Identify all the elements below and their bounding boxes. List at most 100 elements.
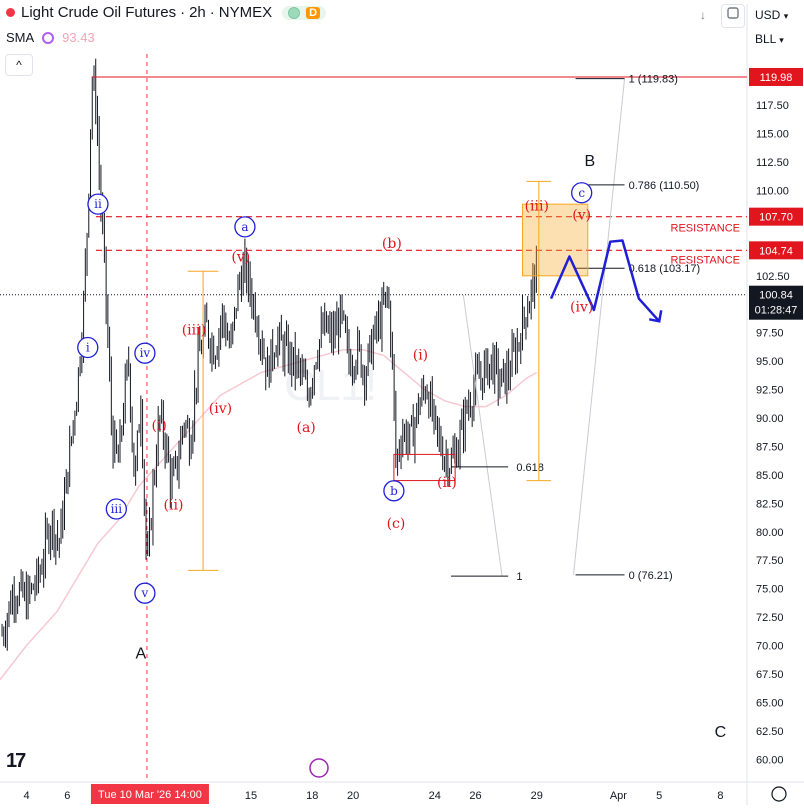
wave-label-black: C (715, 724, 727, 741)
price-tick-label: 112.50 (756, 157, 789, 169)
settings-gear-icon (771, 786, 787, 802)
wave-label-black: A (135, 645, 146, 662)
download-icon[interactable]: ↓ (692, 4, 714, 26)
price-axis-tag-label: 119.98 (760, 72, 793, 84)
wave-label-red: (ii) (437, 475, 457, 491)
price-tick-label: 77.50 (756, 555, 784, 567)
wave-label-red: (iii) (182, 322, 206, 338)
wave-label-blue: iv (140, 346, 151, 360)
fib-level-label: 0 (76.21) (629, 570, 673, 582)
time-tick-label: 6 (64, 790, 70, 802)
wave-label-blue: iii (111, 502, 123, 516)
interval: 2h (189, 4, 206, 21)
last-price-tag (749, 285, 803, 320)
price-tick-label: 65.00 (756, 697, 784, 709)
wave-label-red: (v) (231, 250, 250, 266)
wave-label-red: (i) (413, 347, 428, 363)
price-tick-label: 92.50 (756, 385, 784, 397)
wave-label-blue: b (390, 484, 398, 498)
wave-label-red: (iii) (525, 198, 549, 214)
price-axis-tag-label: 107.70 (759, 212, 793, 224)
price-tick-label: 67.50 (756, 669, 784, 681)
time-tick-label: 15 (245, 790, 257, 802)
chevron-down-icon: ▾ (783, 11, 789, 21)
symbol-title[interactable]: Light Crude Oil Futures · 2h · NYMEX D (6, 4, 327, 21)
data-badges[interactable]: D (282, 5, 327, 20)
wave-label-blue: c (578, 186, 585, 200)
sma-label: SMA (6, 30, 35, 45)
price-tick-label: 117.50 (756, 100, 789, 112)
replay-icon (309, 758, 329, 778)
fullscreen-icon (727, 7, 739, 19)
wave-label-circle (383, 480, 405, 502)
wave-label-red: (iv) (570, 300, 593, 316)
wave-label-circle (571, 182, 593, 204)
wave-label-circle (234, 216, 256, 238)
time-tick-label: 5 (656, 790, 662, 802)
price-tick-label: 75.00 (756, 584, 784, 596)
wave-label-blue: v (141, 586, 149, 600)
wave-label-red: (c) (387, 516, 406, 532)
last-price-label: 100.84 (759, 290, 793, 302)
wave-label-red: (ii) (164, 498, 184, 514)
price-tick-label: 60.00 (756, 754, 784, 766)
fib-right-trendline (573, 78, 626, 575)
chevron-down-icon: ▾ (779, 35, 784, 45)
wave-label-red: (i) (151, 418, 166, 434)
symbol-name: Light Crude Oil Futures (21, 4, 177, 21)
crosshair-date-box (90, 784, 209, 804)
support-zone-box (393, 453, 456, 482)
time-tick-label: 29 (531, 790, 543, 802)
indicator-settings-icon[interactable] (42, 31, 55, 44)
resistance-label: RESISTANCE (671, 254, 740, 266)
price-tick-label: 97.50 (756, 328, 784, 340)
crosshair-date-label: Tue 10 Mar '26 14:00 (98, 789, 202, 801)
wave-label-circle (87, 193, 109, 215)
price-axis-tag-label: 104.74 (759, 245, 793, 257)
fib-level-label: 1 (516, 571, 522, 583)
unit-select[interactable]: BLL ▾ (755, 32, 784, 46)
wave-label-circle (134, 582, 156, 604)
wave-label-black: B (585, 153, 596, 170)
price-axis-tag (749, 241, 803, 260)
sma-line (0, 349, 538, 681)
forecast-arrow-head (648, 310, 663, 323)
fib-level-label: 0.786 (110.50) (629, 180, 700, 192)
price-tick-label: 90.00 (756, 413, 784, 425)
time-tick-label: 20 (347, 790, 359, 802)
price-tick-label: 115.00 (756, 129, 789, 141)
currency-select[interactable]: USD ▾ (755, 8, 789, 22)
time-tick-label: Apr (610, 790, 627, 802)
price-axis-tag (749, 67, 803, 86)
price-tick-label: 95.00 (756, 356, 784, 368)
bar-countdown-label: 01:28:47 (755, 305, 798, 317)
price-tick-label: 62.50 (756, 726, 784, 738)
resistance-label: RESISTANCE (671, 223, 740, 235)
market-status-icon (6, 8, 15, 17)
time-tick-label: 26 (469, 790, 481, 802)
sma-value: 93.43 (62, 30, 95, 45)
delayed-badge: D (306, 6, 321, 19)
price-axis-tag (749, 207, 803, 226)
wave-label-blue: i (86, 340, 90, 354)
time-tick-label: 18 (306, 790, 318, 802)
chart-header: Light Crude Oil Futures · 2h · NYMEX D S… (0, 0, 804, 54)
price-tick-label: 70.00 (756, 641, 784, 653)
wave-label-blue: ii (94, 197, 102, 211)
fib-left-trendline (462, 294, 503, 577)
price-tick-label: 72.50 (756, 612, 784, 624)
fib-level-label: 0.618 (516, 462, 544, 474)
tradingview-logo: 17 (6, 750, 26, 772)
price-tick-label: 87.50 (756, 441, 784, 453)
collapse-legend-button[interactable]: ^ (5, 54, 33, 76)
time-tick-label: 8 (717, 790, 723, 802)
wave-label-red: (v) (572, 208, 591, 224)
sma-legend[interactable]: SMA 93.43 (6, 30, 95, 45)
price-tick-label: 85.00 (756, 470, 784, 482)
wave-label-red: (a) (297, 420, 316, 436)
price-tick-label: 102.50 (756, 271, 790, 283)
wave-label-circle (77, 336, 99, 359)
fullscreen-button[interactable] (721, 4, 745, 28)
